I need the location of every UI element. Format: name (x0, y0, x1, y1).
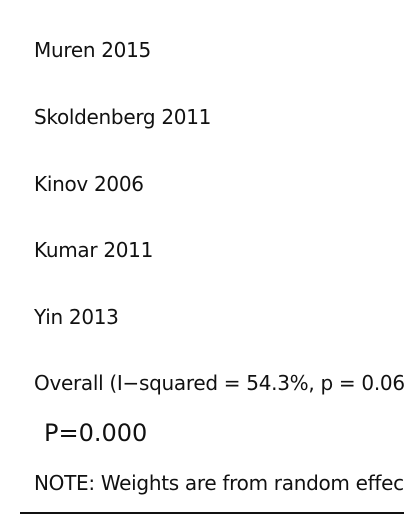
study-label: Muren 2015 (34, 38, 151, 62)
study-label: Kinov 2006 (34, 172, 144, 196)
p-value-label: P=0.000 (44, 419, 148, 447)
axis-line (20, 512, 404, 514)
study-label: Yin 2013 (34, 305, 119, 329)
overall-label: Overall (I−squared = 54.3%, p = 0.068) (34, 371, 404, 395)
weights-note: NOTE: Weights are from random effects an… (34, 471, 404, 495)
study-label: Skoldenberg 2011 (34, 105, 212, 129)
study-label: Kumar 2011 (34, 238, 154, 262)
